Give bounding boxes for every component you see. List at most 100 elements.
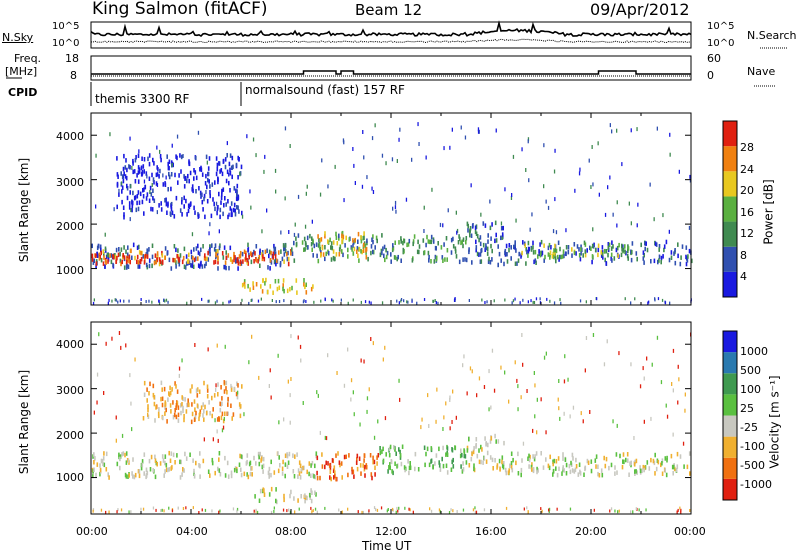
power-near-range — [579, 299, 582, 303]
velocity-cell — [181, 472, 183, 477]
velocity-near-range — [472, 508, 475, 512]
velocity-near-range — [152, 506, 155, 510]
power-colorbar-swatch — [723, 271, 737, 297]
velocity-cell — [565, 471, 568, 476]
power-cbar-tick-20: 20 — [740, 184, 754, 197]
power-scatter — [156, 183, 159, 187]
power-cell — [287, 250, 289, 256]
velocity-cbar-tick-m100: -100 — [740, 440, 765, 453]
velocity-cell — [556, 472, 559, 478]
velocity-scatter — [290, 334, 292, 339]
power-scatter — [649, 182, 651, 187]
velocity-scatter — [96, 400, 98, 405]
power-cell — [221, 192, 223, 197]
power-near-range — [360, 300, 362, 304]
power-cell — [182, 255, 185, 261]
power-cell — [322, 252, 325, 257]
power-cell — [351, 247, 353, 252]
power-cell — [416, 249, 419, 255]
velocity-scatter — [540, 397, 542, 402]
power-cell — [183, 184, 186, 189]
velocity-cell — [275, 487, 277, 492]
power-scatter — [628, 201, 630, 206]
velocity-near-range — [593, 508, 595, 512]
power-cell — [296, 290, 298, 295]
power-near-range — [504, 298, 506, 302]
power-cell — [612, 244, 614, 249]
power-cell — [91, 257, 94, 262]
velocity-near-range — [273, 509, 275, 513]
velocity-cell — [417, 467, 420, 472]
velocity-scatter — [656, 335, 659, 340]
power-cell — [167, 161, 169, 167]
power-near-range — [347, 301, 349, 305]
power-near-range — [241, 298, 243, 302]
power-scatter — [431, 187, 433, 192]
velocity-cell — [290, 489, 292, 495]
power-cell — [232, 207, 235, 213]
velocity-colorbar-swatch — [723, 415, 737, 437]
power-cell — [172, 257, 174, 263]
velocity-cell — [147, 407, 149, 413]
velocity-scatter — [445, 401, 447, 406]
power-cell — [673, 251, 675, 256]
power-near-range — [522, 298, 524, 302]
velocity-near-range — [475, 510, 478, 514]
velocity-cell — [150, 454, 153, 460]
power-cell — [505, 243, 508, 249]
power-cell — [446, 257, 448, 262]
velocity-scatter — [428, 424, 430, 428]
power-cell — [479, 252, 482, 257]
power-cell — [153, 260, 156, 266]
velocity-scatter — [508, 399, 510, 404]
velocity-cell — [364, 464, 366, 470]
power-cell — [183, 264, 186, 269]
power-cell — [469, 226, 472, 231]
power-cell — [217, 255, 219, 260]
power-cell — [324, 245, 326, 250]
velocity-cell — [284, 473, 286, 479]
power-scatter — [531, 212, 533, 217]
freq-left-tick-bottom: 8 — [70, 69, 77, 82]
power-scatter — [590, 185, 592, 189]
velocity-cell — [347, 472, 349, 478]
velocity-cell — [608, 465, 610, 471]
power-scatter — [363, 155, 365, 160]
velocity-scatter — [278, 420, 280, 425]
velocity-cell — [121, 452, 123, 457]
power-scatter — [527, 139, 529, 144]
velocity-cell — [177, 405, 180, 410]
velocity-near-range — [201, 508, 203, 512]
velocity-cell — [439, 467, 442, 472]
velocity-cell — [571, 452, 574, 458]
power-scatter — [510, 196, 513, 200]
power-cell — [283, 288, 285, 294]
velocity-cell — [191, 384, 193, 389]
power-cell — [202, 244, 204, 249]
power-cell — [610, 252, 613, 258]
velocity-scatter — [399, 397, 401, 402]
power-cell — [211, 182, 214, 187]
power-cell — [242, 259, 244, 264]
power-cell — [114, 254, 117, 260]
velocity-cell — [527, 456, 529, 461]
power-colorbar-frame — [722, 120, 738, 298]
power-cell — [207, 250, 209, 256]
velocity-scatter — [522, 441, 525, 446]
velocity-scatter — [517, 384, 519, 389]
power-cell — [435, 256, 438, 262]
velocity-near-range — [409, 508, 411, 512]
velocity-cell — [414, 466, 416, 472]
velocity-cell — [254, 494, 256, 499]
velocity-scatter — [491, 348, 494, 353]
power-cell — [504, 250, 506, 256]
power-cell — [341, 233, 343, 239]
power-cell — [243, 279, 246, 284]
velocity-near-range — [341, 510, 343, 514]
power-cell — [132, 190, 134, 196]
velocity-cell — [263, 492, 266, 497]
noise-right-tick-top: 10^5 — [707, 21, 735, 32]
power-near-range — [107, 301, 109, 305]
nave-label: Nave — [747, 65, 776, 78]
power-cell — [142, 254, 144, 259]
